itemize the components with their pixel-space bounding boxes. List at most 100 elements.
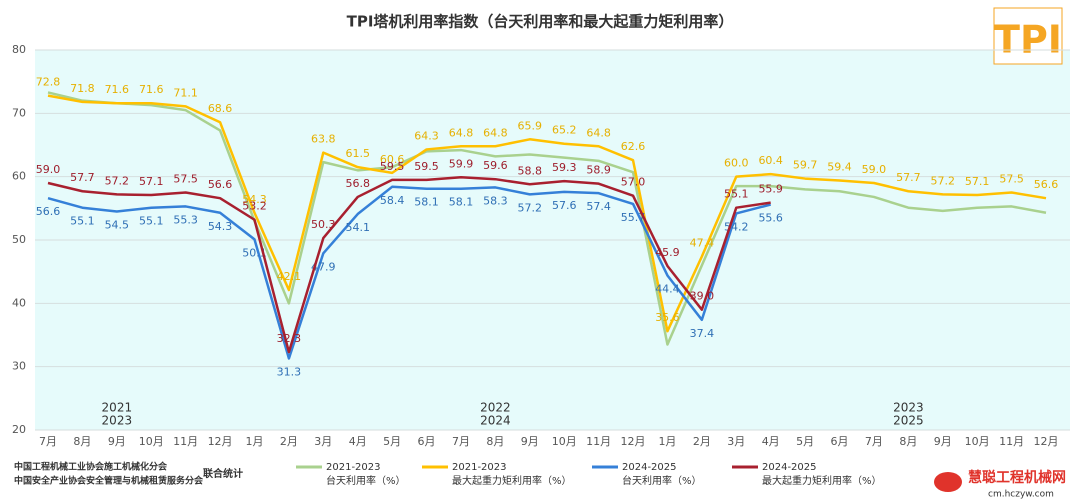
footer-text: 中国安全产业协会安全管理与机械租赁服务分会	[14, 475, 204, 487]
y-tick-label: 50	[12, 233, 26, 246]
data-label: 39.0	[690, 290, 715, 303]
data-label: 59.4	[827, 160, 852, 173]
x-tick-label: 12月	[208, 435, 233, 448]
data-label: 57.1	[139, 175, 164, 188]
data-label: 57.6	[552, 199, 577, 212]
watermark-url: cm.hczyw.com	[988, 490, 1054, 500]
data-label: 72.8	[36, 76, 61, 89]
series-line	[47, 185, 772, 360]
data-label: 31.3	[277, 365, 302, 378]
data-label: 56.6	[36, 205, 61, 218]
data-label: 54.3	[242, 193, 267, 206]
data-label: 55.3	[173, 213, 198, 226]
data-label: 59.5	[380, 160, 405, 173]
x-tick-label: 5月	[383, 435, 401, 448]
data-label: 65.9	[518, 119, 543, 132]
data-label: 64.3	[414, 129, 439, 142]
data-label: 45.9	[655, 246, 680, 259]
x-tick-label: 10月	[552, 435, 577, 448]
data-label: 55.1	[70, 215, 95, 228]
data-label: 53.2	[242, 200, 267, 213]
data-label: 55.7	[621, 211, 646, 224]
data-label: 71.8	[70, 82, 95, 95]
data-label: 50.1	[242, 246, 267, 259]
data-label: 55.1	[139, 215, 164, 228]
data-label: 62.6	[621, 140, 646, 153]
data-label: 56.6	[208, 178, 233, 191]
logo: TPI	[994, 18, 1062, 62]
data-label: 59.7	[793, 159, 818, 172]
data-label: 58.9	[586, 164, 611, 177]
legend-label: 台天利用率（%）	[326, 474, 406, 487]
y-tick-label: 40	[12, 296, 26, 309]
legend-label: 2024-2025	[622, 462, 677, 473]
data-label: 60.6	[380, 153, 405, 166]
x-tick-label: 7月	[865, 435, 883, 448]
legend-label: 2024-2025	[762, 462, 817, 473]
logo-box	[993, 7, 1063, 65]
y-tick-label: 80	[12, 43, 26, 56]
period-label: 2024	[480, 414, 511, 428]
x-tick-label: 12月	[621, 435, 646, 448]
series-line	[47, 91, 1047, 346]
period-label: 2023	[893, 401, 924, 415]
data-label: 57.7	[70, 171, 95, 184]
data-label: 56.6	[1034, 178, 1059, 191]
data-label: 58.3	[483, 194, 508, 207]
legend-label: 最大起重力矩利用率（%）	[762, 474, 882, 487]
data-label: 47.4	[690, 236, 715, 249]
x-tick-label: 8月	[73, 435, 91, 448]
x-tick-label: 8月	[899, 435, 917, 448]
x-tick-label: 11月	[173, 435, 198, 448]
data-label: 57.2	[931, 174, 956, 187]
data-label: 54.5	[105, 219, 130, 232]
data-label: 68.6	[208, 102, 233, 115]
data-label: 42.1	[277, 270, 302, 283]
x-tick-label: 12月	[1034, 435, 1059, 448]
data-label: 60.4	[758, 154, 783, 167]
data-label: 57.2	[105, 174, 130, 187]
legend-label: 台天利用率（%）	[622, 474, 702, 487]
data-label: 32.3	[277, 332, 302, 345]
data-label: 54.1	[345, 221, 370, 234]
data-label: 64.8	[449, 126, 474, 139]
data-label: 60.0	[724, 157, 749, 170]
period-label: 2023	[102, 414, 133, 428]
data-label: 71.6	[139, 83, 164, 96]
data-label: 57.0	[621, 176, 646, 189]
data-label: 50.3	[311, 218, 336, 231]
period-label: 2022	[480, 401, 511, 415]
x-tick-label: 9月	[934, 435, 952, 448]
data-label: 59.6	[483, 159, 508, 172]
x-tick-label: 11月	[586, 435, 611, 448]
data-label: 57.5	[999, 173, 1024, 186]
watermark: 慧聪工程机械网	[968, 469, 1066, 486]
y-tick-label: 60	[12, 170, 26, 183]
legend-label: 最大起重力矩利用率（%）	[452, 474, 572, 487]
period-label: 2021	[102, 401, 133, 415]
data-label: 59.0	[36, 163, 61, 176]
x-tick-label: 5月	[796, 435, 814, 448]
watermark-icon	[934, 472, 962, 492]
x-tick-label: 2月	[693, 435, 711, 448]
data-label: 56.8	[345, 177, 370, 190]
data-label: 35.6	[655, 311, 680, 324]
data-label: 58.8	[518, 164, 543, 177]
y-tick-label: 70	[12, 106, 26, 119]
x-tick-label: 8月	[486, 435, 504, 448]
x-tick-label: 9月	[108, 435, 126, 448]
data-label: 71.1	[173, 86, 198, 99]
x-tick-label: 1月	[658, 435, 676, 448]
data-label: 44.4	[655, 282, 680, 295]
data-label: 55.9	[758, 183, 783, 196]
chart-title: TPI塔机利用率指数（台天利用率和最大起重力矩利用率）	[347, 13, 734, 31]
series-line	[47, 94, 1047, 333]
data-label: 57.4	[586, 200, 611, 213]
data-label: 58.1	[449, 196, 474, 209]
data-label: 57.5	[173, 173, 198, 186]
x-tick-label: 10月	[139, 435, 164, 448]
data-label: 58.1	[414, 196, 439, 209]
data-label: 57.2	[518, 201, 543, 214]
period-label: 2025	[893, 414, 924, 428]
data-label: 59.5	[414, 160, 439, 173]
